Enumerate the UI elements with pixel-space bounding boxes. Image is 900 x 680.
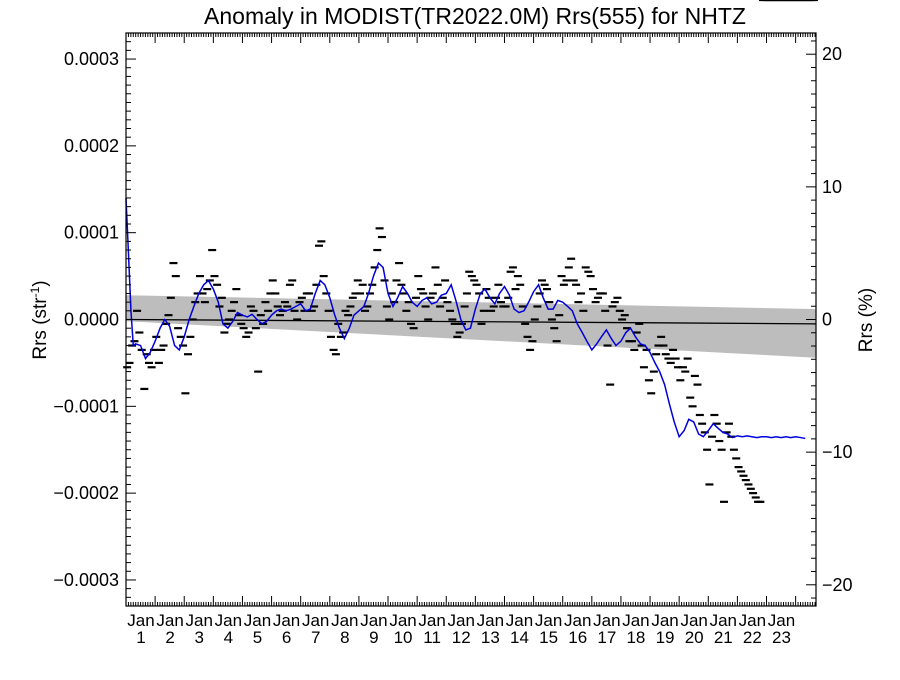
- right-y-axis: 20 10 0 −10 −20: [806, 40, 853, 599]
- x-tick-label: Jan: [244, 611, 271, 630]
- right-axis-label: Rrs (%): [856, 288, 877, 352]
- trend-line-layer: [125, 318, 817, 325]
- left-tick-label: 0.0000: [64, 310, 119, 330]
- x-tick-sublabel: 7: [311, 628, 320, 647]
- x-tick-sublabel: 13: [481, 628, 500, 647]
- x-tick-label: Jan: [273, 611, 300, 630]
- left-axis-label-text: Rrs (str: [30, 297, 51, 360]
- x-axis: Jan1Jan2Jan3Jan4Jan5Jan6Jan7Jan8Jan9Jan1…: [125, 33, 816, 647]
- x-tick-label: Jan: [768, 611, 795, 630]
- left-axis-label: Rrs (str-1): [28, 280, 51, 359]
- left-tick-label: 0.0003: [64, 49, 119, 69]
- x-tick-sublabel: 2: [165, 628, 174, 647]
- x-tick-sublabel: 4: [224, 628, 233, 647]
- left-tick-label: 0.0001: [64, 223, 119, 243]
- x-tick-sublabel: 1: [136, 628, 145, 647]
- x-tick-label: Jan: [622, 611, 649, 630]
- right-tick-label: −10: [822, 442, 853, 462]
- x-tick-label: Jan: [739, 611, 766, 630]
- x-tick-label: Jan: [710, 611, 737, 630]
- x-tick-sublabel: 14: [510, 628, 529, 647]
- x-tick-sublabel: 22: [743, 628, 762, 647]
- x-tick-label: Jan: [564, 611, 591, 630]
- x-tick-label: Jan: [127, 611, 154, 630]
- monthly-points-layer: [123, 0, 818, 503]
- x-tick-label: Jan: [593, 611, 620, 630]
- x-tick-sublabel: 12: [452, 628, 471, 647]
- x-tick-sublabel: 20: [685, 628, 704, 647]
- x-tick-label: Jan: [477, 611, 504, 630]
- x-tick-label: Jan: [331, 611, 358, 630]
- x-tick-sublabel: 11: [423, 628, 441, 647]
- x-tick-label: Jan: [360, 611, 387, 630]
- x-tick-sublabel: 21: [714, 628, 733, 647]
- x-tick-sublabel: 6: [282, 628, 291, 647]
- right-tick-label: −20: [822, 575, 853, 595]
- x-tick-sublabel: 3: [194, 628, 203, 647]
- x-tick-sublabel: 9: [369, 628, 378, 647]
- left-y-axis: 0.0003 0.0002 0.0001 0.0000 −0.0001 −0.0002 −0…: [53, 32, 136, 607]
- x-tick-label: Jan: [418, 611, 445, 630]
- x-tick-label: Jan: [389, 611, 416, 630]
- x-tick-label: Jan: [156, 611, 183, 630]
- x-tick-label: Jan: [506, 611, 533, 630]
- x-tick-sublabel: 19: [656, 628, 675, 647]
- x-tick-sublabel: 5: [253, 628, 262, 647]
- left-tick-label: 0.0002: [64, 136, 119, 156]
- smoothed-series-line: [125, 197, 806, 440]
- x-tick-label: Jan: [186, 611, 213, 630]
- left-tick-label: −0.0001: [53, 396, 119, 416]
- right-tick-label: 0: [822, 310, 832, 330]
- x-tick-label: Jan: [448, 611, 475, 630]
- left-axis-label-superscript: -1: [28, 286, 42, 297]
- x-tick-label: Jan: [680, 611, 707, 630]
- x-tick-label: Jan: [302, 611, 329, 630]
- left-tick-label: −0.0002: [53, 483, 119, 503]
- x-tick-sublabel: 17: [597, 628, 616, 647]
- x-tick-sublabel: 18: [626, 628, 645, 647]
- chart-title: Anomaly in MODIST(TR2022.0M) Rrs(555) fo…: [204, 3, 746, 29]
- x-tick-label: Jan: [215, 611, 242, 630]
- smoothed-series-layer: [125, 197, 806, 440]
- x-tick-sublabel: 15: [539, 628, 558, 647]
- x-tick-label: Jan: [651, 611, 678, 630]
- x-tick-sublabel: 16: [568, 628, 587, 647]
- left-tick-label: −0.0003: [53, 570, 119, 590]
- x-tick-sublabel: 10: [394, 628, 413, 647]
- left-axis-label-close: ): [30, 280, 51, 286]
- right-tick-label: 10: [822, 177, 842, 197]
- x-tick-sublabel: 23: [772, 628, 791, 647]
- trend-line: [125, 318, 817, 325]
- right-tick-label: 20: [822, 44, 842, 64]
- x-tick-sublabel: 8: [340, 628, 349, 647]
- x-tick-label: Jan: [535, 611, 562, 630]
